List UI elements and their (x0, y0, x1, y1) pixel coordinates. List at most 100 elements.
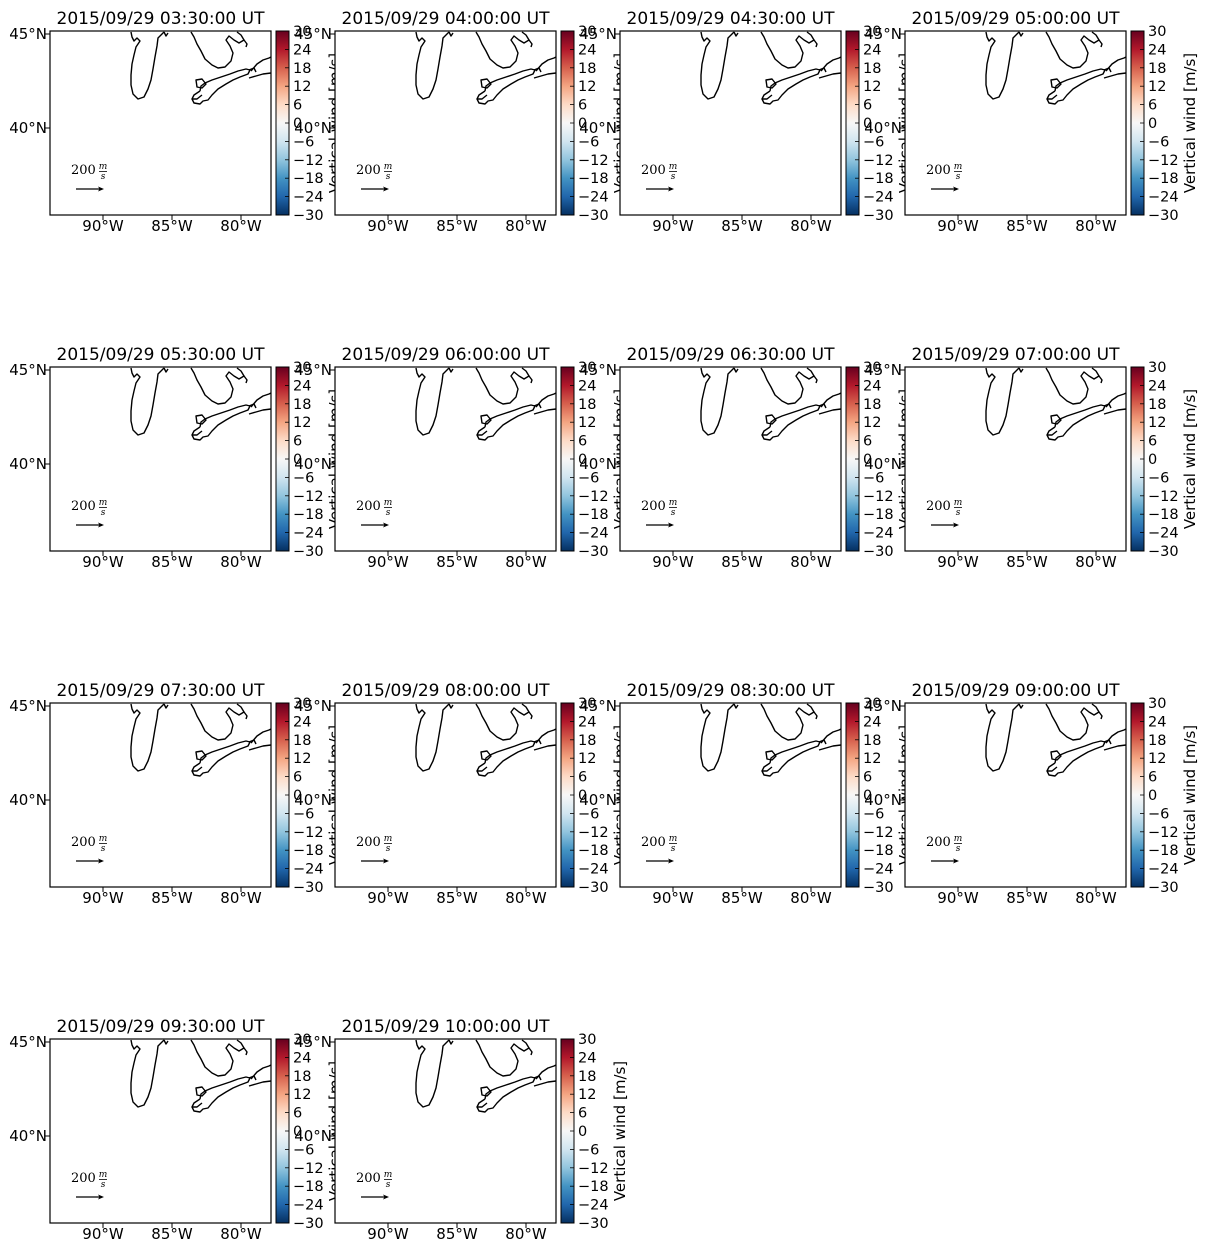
lat-tick-label: 45°N (9, 1033, 47, 1051)
colorbar-tick-label: 0 (293, 788, 302, 804)
colorbar-tick-label: −24 (293, 190, 324, 206)
colorbar-tick-label: 30 (293, 696, 311, 712)
panel-title: 2015/09/29 03:30:00 UT (57, 9, 266, 29)
panel-title: 2015/09/29 04:30:00 UT (627, 9, 836, 29)
colorbar-tick-label: −30 (1148, 208, 1179, 224)
colorbar-tick-label: −12 (863, 489, 894, 505)
lon-tick-label: 85°W (721, 889, 763, 907)
colorbar-tick-label: −30 (293, 1216, 324, 1232)
colorbar-tick-label: −12 (293, 1161, 324, 1177)
lon-tick-label: 85°W (151, 553, 193, 571)
lon-tick-label: 80°W (220, 217, 262, 235)
colorbar-tick-label: 12 (863, 415, 881, 431)
colorbar-tick-label: −12 (578, 825, 609, 841)
colorbar-tick-label: 6 (293, 98, 302, 114)
lon-tick-label: 90°W (367, 889, 409, 907)
colorbar-tick-label: −18 (863, 843, 894, 859)
map-panel: 2015/09/29 08:00:00 UT 200 ms 45°N 40°N 90°W 8… (294, 681, 629, 907)
lon-tick-label: 85°W (151, 889, 193, 907)
lat-tick-label: 40°N (864, 119, 902, 137)
lon-tick-label: 90°W (82, 217, 124, 235)
reference-unit-denominator: s (671, 844, 676, 854)
colorbar-tick-label: 12 (578, 1087, 596, 1103)
panel-title: 2015/09/29 10:00:00 UT (342, 1017, 551, 1037)
colorbar-tick-label: 6 (1148, 98, 1157, 114)
colorbar-tick-label: −6 (578, 134, 599, 150)
reference-unit-denominator: s (386, 508, 391, 518)
colorbar-tick-label: −6 (293, 134, 314, 150)
arrow-head-icon (953, 186, 959, 192)
colorbar-tick-label: 18 (293, 1069, 311, 1085)
reference-vector: 200 ms (71, 498, 107, 528)
colorbar-tick-label: 0 (1148, 116, 1157, 132)
lat-tick-label: 40°N (864, 791, 902, 809)
colorbar-tick-label: 30 (1148, 360, 1166, 376)
colorbar-tick-label: 12 (1148, 415, 1166, 431)
colorbar-tick-label: −6 (1148, 470, 1169, 486)
colorbar-tick-label: 6 (1148, 770, 1157, 786)
colorbar-tick-label: 30 (293, 1032, 311, 1048)
colorbar-tick-label: 0 (293, 452, 302, 468)
colorbar-tick-label: 6 (578, 770, 587, 786)
lat-tick-label: 45°N (9, 697, 47, 715)
map-panel: 2015/09/29 09:00:00 UT 200 ms 45°N 40°N 90°W 8… (864, 681, 1199, 907)
colorbar-tick-label: 12 (293, 751, 311, 767)
colorbar-tick-label: 24 (863, 42, 881, 58)
colorbar-tick-label: 30 (578, 360, 596, 376)
lon-tick-label: 90°W (937, 889, 979, 907)
lat-tick-label: 40°N (9, 119, 47, 137)
lat-tick-label: 45°N (9, 361, 47, 379)
colorbar-tick-label: 12 (863, 751, 881, 767)
colorbar-tick-label: −24 (578, 190, 609, 206)
colorbar-tick-label: 30 (293, 24, 311, 40)
panel-title: 2015/09/29 07:30:00 UT (57, 681, 266, 701)
lon-tick-label: 80°W (790, 889, 832, 907)
arrow-head-icon (668, 858, 674, 864)
colorbar-tick-label: 18 (863, 733, 881, 749)
coastline (415, 1039, 557, 1113)
reference-unit-denominator: s (956, 508, 961, 518)
colorbar-tick-label: −12 (863, 153, 894, 169)
lat-tick-label: 45°N (294, 697, 332, 715)
colorbar-tick-label: −6 (1148, 806, 1169, 822)
panel-title: 2015/09/29 08:00:00 UT (342, 681, 551, 701)
colorbar-tick-label: 18 (578, 1069, 596, 1085)
colorbar-tick-label: 0 (578, 452, 587, 468)
colorbar-tick-label: 0 (1148, 788, 1157, 804)
panel-title: 2015/09/29 05:00:00 UT (912, 9, 1121, 29)
map-frame (49, 30, 272, 216)
colorbar-tick-label: −12 (293, 153, 324, 169)
colorbar-tick-label: 30 (1148, 24, 1166, 40)
coastline (985, 31, 1127, 105)
panel-title: 2015/09/29 06:30:00 UT (627, 345, 836, 365)
colorbar-tick-label: 24 (578, 1050, 596, 1066)
lon-tick-label: 80°W (220, 553, 262, 571)
reference-unit-denominator: s (101, 172, 106, 182)
lon-tick-label: 90°W (82, 553, 124, 571)
colorbar-tick-label: 0 (578, 116, 587, 132)
colorbar-tick-label: 24 (578, 714, 596, 730)
colorbar-tick-label: 24 (863, 378, 881, 394)
coastline (700, 31, 842, 105)
colorbar-label: Vertical wind [m/s] (1181, 725, 1199, 865)
colorbar-label: Vertical wind [m/s] (1181, 53, 1199, 193)
arrow-head-icon (98, 858, 104, 864)
lat-tick-label: 40°N (579, 455, 617, 473)
coastline (415, 703, 557, 777)
colorbar-tick-label: 30 (578, 696, 596, 712)
reference-unit-numerator: m (954, 498, 963, 508)
reference-magnitude: 200 (71, 1171, 96, 1186)
colorbar-tick-label: −24 (293, 862, 324, 878)
arrow-head-icon (383, 186, 389, 192)
reference-unit-numerator: m (669, 498, 678, 508)
reference-unit-denominator: s (956, 172, 961, 182)
map-frame (49, 366, 272, 552)
colorbar-tick-label: 18 (293, 733, 311, 749)
colorbar-tick-label: 18 (863, 397, 881, 413)
lat-tick-label: 40°N (294, 1127, 332, 1145)
colorbar-tick-label: 30 (578, 1032, 596, 1048)
colorbar-tick-label: −24 (1148, 526, 1179, 542)
